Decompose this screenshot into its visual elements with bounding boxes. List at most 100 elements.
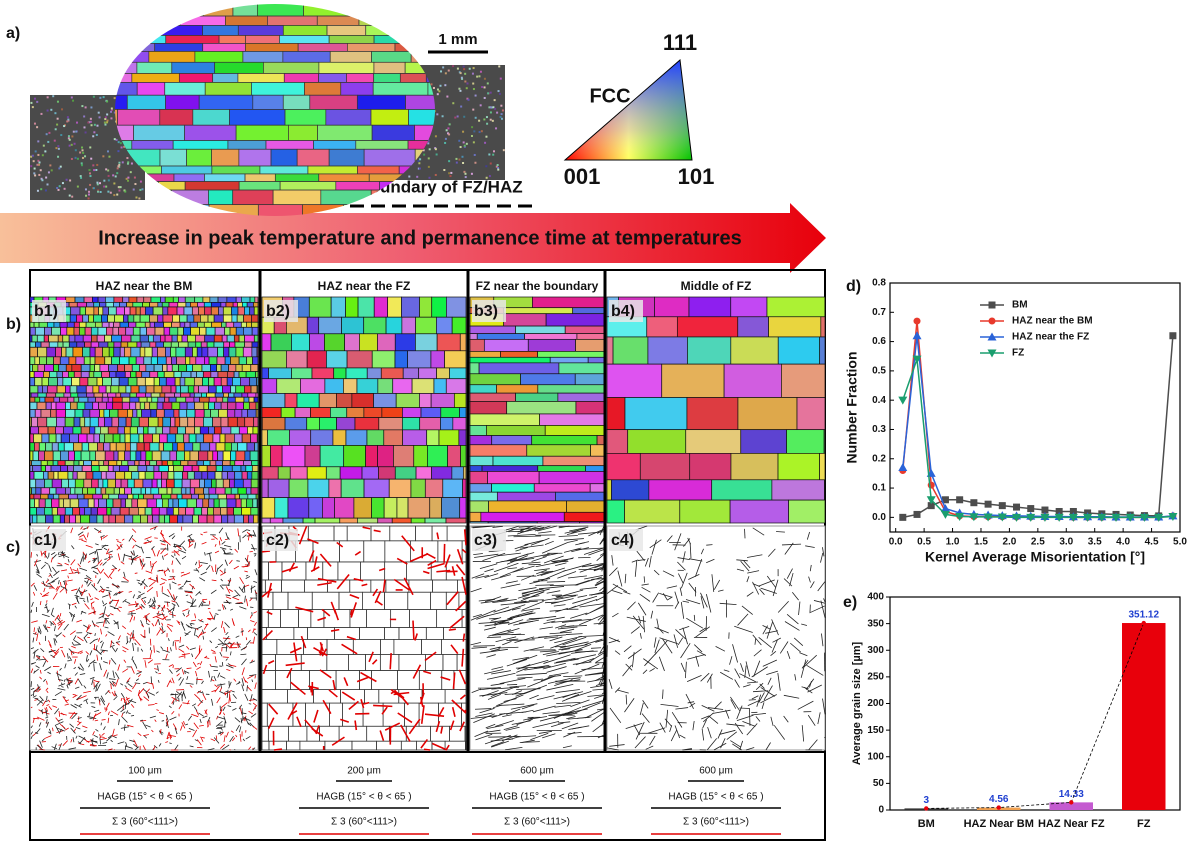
noise	[94, 124, 96, 126]
noise	[69, 139, 71, 141]
grain	[94, 302, 100, 307]
noise	[452, 65, 454, 67]
grain	[177, 443, 184, 451]
grain	[137, 82, 165, 95]
grain	[140, 307, 145, 315]
grain	[66, 347, 73, 357]
x-tick-label: 1.0	[946, 537, 960, 548]
grain	[285, 418, 307, 430]
grain	[207, 342, 214, 347]
noise	[127, 177, 129, 179]
grain	[171, 386, 176, 393]
grain	[199, 494, 205, 499]
grain	[188, 417, 195, 426]
grain	[80, 417, 85, 426]
grain	[163, 365, 167, 372]
y-tick-label: 0.5	[872, 366, 886, 377]
grain	[114, 488, 119, 494]
grain	[207, 393, 216, 397]
grain	[262, 445, 271, 466]
grain	[84, 494, 93, 499]
noise	[107, 150, 109, 152]
noise	[449, 123, 451, 125]
grain	[267, 16, 317, 25]
grain	[222, 472, 227, 480]
noise	[112, 174, 114, 176]
grain	[136, 451, 141, 461]
grain	[647, 317, 678, 337]
grain	[355, 418, 379, 430]
grain	[326, 109, 371, 125]
grain	[242, 508, 251, 516]
grain	[150, 322, 154, 327]
grain	[741, 430, 787, 454]
grain	[133, 327, 140, 335]
grain	[252, 327, 258, 335]
grain	[250, 307, 255, 315]
grain	[30, 365, 32, 372]
hagb-label: HAGB (15° < θ < 65 )	[668, 792, 763, 803]
grain	[158, 417, 163, 426]
grain	[158, 315, 163, 322]
grain	[254, 307, 258, 315]
grain	[172, 488, 181, 494]
grain	[470, 357, 550, 363]
grain	[372, 51, 412, 62]
boundary	[176, 694, 177, 702]
grain	[372, 125, 414, 140]
noise	[500, 78, 502, 80]
grain	[91, 327, 98, 335]
grain	[215, 402, 222, 409]
grain	[100, 409, 104, 417]
grain	[61, 434, 69, 443]
grain	[245, 335, 255, 342]
grain	[121, 393, 130, 397]
value-label: 14.33	[1059, 789, 1084, 800]
grain	[99, 466, 108, 472]
grain	[30, 479, 36, 488]
grain	[115, 0, 152, 16]
grain	[346, 297, 358, 317]
x-tick-label: 0.0	[889, 537, 903, 548]
grain	[159, 182, 186, 191]
noise	[474, 154, 476, 156]
grain	[310, 408, 330, 418]
noise	[104, 122, 106, 124]
grain	[112, 357, 120, 365]
grain	[180, 16, 225, 25]
noise	[83, 115, 85, 117]
grain	[151, 0, 203, 16]
grain	[461, 445, 466, 466]
grain	[403, 430, 427, 446]
grain	[136, 372, 142, 378]
grain	[131, 335, 140, 342]
grain	[479, 363, 559, 374]
grain	[85, 327, 91, 335]
grain	[221, 365, 228, 372]
grain	[193, 443, 200, 451]
grain	[64, 443, 73, 451]
grain	[192, 307, 198, 315]
grain	[217, 365, 222, 372]
grain	[62, 372, 68, 378]
grain	[453, 418, 466, 430]
boundary	[135, 573, 138, 574]
grain	[66, 365, 72, 372]
grain	[68, 451, 74, 461]
grain	[113, 327, 118, 335]
grain	[389, 479, 411, 497]
noise	[134, 183, 136, 185]
grain	[123, 315, 128, 322]
grain	[203, 461, 210, 466]
noise	[61, 108, 63, 110]
grain	[77, 494, 84, 499]
grain	[239, 335, 244, 342]
grain	[136, 393, 145, 397]
grain	[237, 417, 244, 426]
noise	[138, 197, 140, 199]
grain	[30, 322, 34, 327]
noise	[93, 187, 95, 189]
grain	[196, 434, 204, 443]
grain	[177, 494, 182, 499]
grain	[95, 397, 102, 402]
